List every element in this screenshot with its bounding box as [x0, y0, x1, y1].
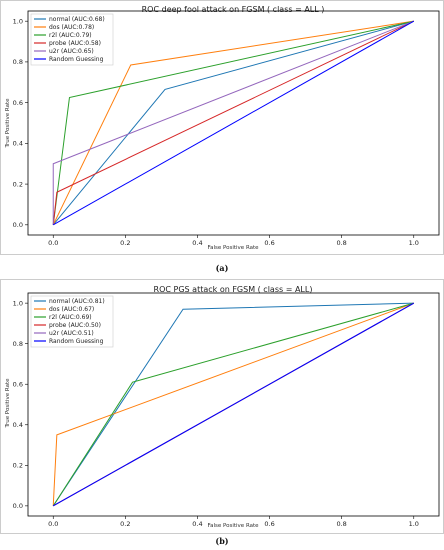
- x-axis-label: False Positive Rate: [207, 523, 259, 529]
- series-line-random: [52, 20, 415, 226]
- legend-label: Random Guessing: [49, 56, 104, 63]
- x-tick-label: 0.0: [48, 520, 58, 528]
- y-tick-label: 0.2: [13, 180, 23, 188]
- chart-panel-a: ROC deep fool attack on FGSM ( class = A…: [0, 0, 444, 255]
- legend-label: probe (AUC:0.58): [49, 40, 101, 47]
- series-line-r2l: [52, 20, 414, 225]
- chart-panel-b: ROC PGS attack on FGSM ( class = ALL) Fa…: [0, 279, 444, 534]
- legend-box: [30, 13, 114, 66]
- series-line-dos: [52, 302, 414, 506]
- y-tick-label: 0.8: [13, 340, 23, 348]
- legend-label: r2l (AUC:0.69): [49, 314, 92, 321]
- x-tick-label: 1.0: [409, 520, 419, 528]
- y-tick-label: 1.0: [13, 17, 23, 25]
- y-axis-label: True Positive Rate: [5, 378, 11, 429]
- legend-label: normal (AUC:0.68): [49, 16, 105, 23]
- legend: normal (AUC:0.81)dos (AUC:0.67)r2l (AUC:…: [30, 295, 114, 348]
- y-tick-label: 0.0: [13, 502, 23, 510]
- x-tick-label: 0.6: [264, 239, 274, 247]
- legend-label: Random Guessing: [49, 338, 104, 345]
- x-tick-label: 0.8: [336, 239, 346, 247]
- plot-area: [27, 10, 440, 236]
- y-tick-label: 0.0: [13, 221, 23, 229]
- legend-label: u2r (AUC:0.51): [49, 330, 94, 337]
- y-axis-label: True Positive Rate: [5, 98, 11, 149]
- tick-group: 0.0 0.2 0.4 0.6 0.8 1.0 0.0 0.2 0.4 0.6 0.8 1.0: [13, 17, 419, 247]
- y-tick-label: 0.8: [13, 58, 23, 66]
- series-line-normal: [52, 302, 414, 507]
- plot-area: [27, 292, 440, 517]
- x-tick-label: 0.6: [264, 520, 274, 528]
- y-tick-label: 0.2: [13, 462, 23, 470]
- legend-label: u2r (AUC:0.65): [49, 48, 94, 55]
- y-tick-label: 0.4: [13, 140, 23, 148]
- y-tick-label: 0.6: [13, 381, 23, 389]
- legend-label: dos (AUC:0.78): [49, 24, 94, 31]
- y-tick-label: 1.0: [13, 299, 23, 307]
- chart-title: ROC PGS attack on FGSM ( class = ALL): [154, 285, 313, 294]
- legend-label: dos (AUC:0.67): [49, 306, 94, 313]
- legend-box: [30, 295, 114, 348]
- x-tick-label: 0.2: [120, 520, 130, 528]
- chart-title: ROC deep fool attack on FGSM ( class = A…: [142, 5, 325, 14]
- series-line-probe: [52, 20, 414, 225]
- x-tick-label: 0.8: [336, 520, 346, 528]
- x-tick-label: 0.4: [192, 239, 202, 247]
- caption-a: (a): [216, 263, 229, 273]
- series-line-dos: [52, 20, 414, 226]
- x-tick-label: 0.2: [120, 239, 130, 247]
- legend: normal (AUC:0.68)dos (AUC:0.78)r2l (AUC:…: [30, 13, 114, 66]
- series-line-random: [52, 302, 415, 507]
- legend-label: probe (AUC:0.50): [49, 322, 101, 329]
- series-group: [52, 302, 415, 507]
- series-line-r2l: [52, 302, 414, 507]
- legend-label: normal (AUC:0.81): [49, 298, 105, 305]
- x-tick-label: 0.4: [192, 520, 202, 528]
- caption-b: (b): [215, 536, 228, 546]
- tick-group: 0.0 0.2 0.4 0.6 0.8 1.0 0.0 0.2 0.4 0.6 0.8 1.0: [13, 299, 419, 528]
- x-tick-label: 1.0: [409, 239, 419, 247]
- x-axis-label: False Positive Rate: [207, 245, 259, 251]
- series-group: [52, 20, 415, 226]
- series-line-u2r: [52, 20, 414, 225]
- y-tick-label: 0.4: [13, 421, 23, 429]
- legend-label: r2l (AUC:0.79): [49, 32, 92, 39]
- x-tick-label: 0.0: [48, 239, 58, 247]
- y-tick-label: 0.6: [13, 99, 23, 107]
- series-line-normal: [52, 20, 414, 226]
